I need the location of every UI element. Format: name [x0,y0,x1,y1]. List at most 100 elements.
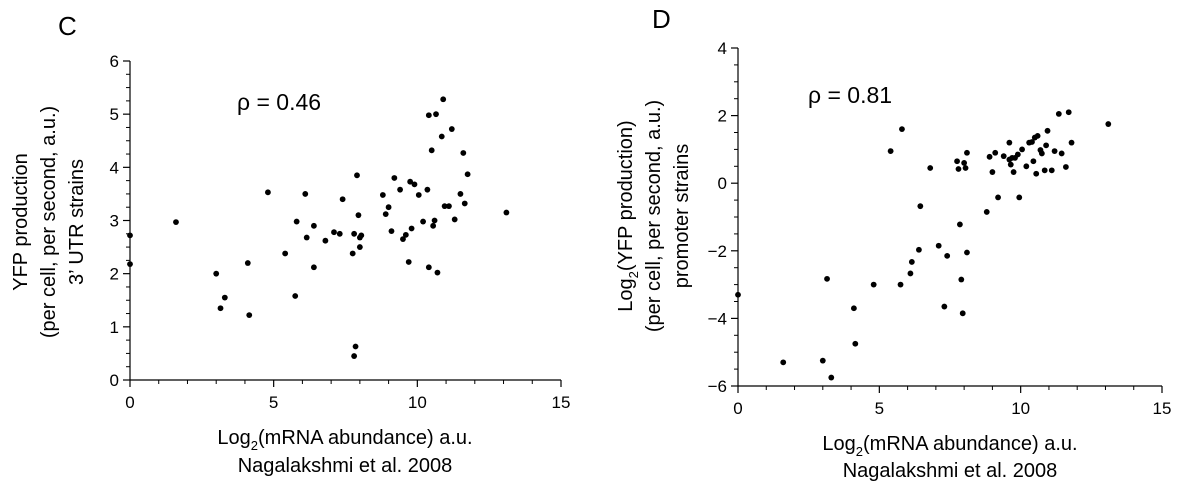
data-point [379,192,386,198]
y-tick-label: 6 [110,52,119,71]
data-point [339,196,346,203]
data-point [331,229,337,236]
x-axis-title-line-2: Nagalakshmi et al. 2008 [238,455,453,477]
data-point [400,236,406,243]
data-point [986,153,993,160]
x-axis-title-subscript: 2 [251,438,258,453]
data-point [428,147,435,154]
data-point [310,222,317,229]
data-point [464,171,471,178]
data-point [385,204,392,211]
data-point [425,112,432,119]
data-point [964,149,970,156]
data-point [954,158,960,165]
data-point [415,192,422,198]
data-point [1043,142,1050,149]
data-point [956,221,963,228]
data-point [433,111,439,118]
x-axis-title-suffix: (mRNA abundance) a.u. [863,433,1078,455]
panel-label: D [652,4,671,34]
data-point [351,230,358,237]
data-point [1065,109,1072,116]
data-point [127,261,133,267]
data-point [1058,150,1065,157]
data-point [852,340,859,347]
data-point [850,305,857,312]
data-point [407,178,414,185]
data-point [958,276,965,283]
data-point [1029,139,1035,145]
data-point [1007,161,1014,168]
data-point [870,281,877,288]
data-point [405,259,412,265]
data-point [336,230,343,237]
data-point [446,203,452,210]
y-axis-title-line-1: Log2(YFP production) [615,120,641,311]
axes-c: 0 1 2 3 4 5 6 0 5 10 15 [110,52,571,412]
data-point [1023,163,1030,170]
data-points-d [735,109,1112,381]
data-point [352,343,359,350]
y-axis-title-line-3: promoter strains [671,144,693,289]
data-point [1006,139,1013,146]
data-point [460,150,467,156]
data-point [1034,132,1041,139]
y-axis-title: YFP production (per cell, per second, a.… [10,106,88,338]
data-point [351,353,358,359]
data-point [358,232,365,239]
data-point [431,217,438,224]
correlation-annotation: ρ = 0.46 [237,89,321,115]
data-point [1051,148,1058,154]
data-point [962,165,969,171]
data-point [310,264,317,271]
data-point [1038,150,1045,157]
data-point [217,305,224,312]
data-point [964,249,970,256]
data-point [457,191,464,197]
data-point [434,269,441,276]
data-point [408,225,415,232]
data-point [402,231,409,238]
data-point [282,250,289,257]
x-axis-title-suffix: (mRNA abundance) a.u. [258,427,473,449]
x-axis-title-prefix: Log [217,427,250,449]
y-tick-label: −2 [708,242,727,261]
data-point [989,169,996,175]
data-point [302,191,309,197]
data-point [908,259,915,265]
data-point [293,218,300,225]
data-point [780,359,787,366]
y-tick-label: 5 [110,105,119,124]
data-point [411,181,418,188]
x-axis-title: Log2(mRNA abundance) a.u. [217,427,472,453]
data-point [819,357,826,364]
data-point [1062,164,1069,170]
data-point [173,219,179,225]
data-point [828,374,835,381]
y-axis-title-line-1-prefix: Log [615,278,637,311]
data-point [430,222,437,229]
data-point [944,252,951,259]
data-point [887,148,894,154]
data-point [824,275,830,282]
data-point [127,232,133,239]
y-tick-label: 2 [718,107,727,126]
data-point [1010,169,1017,175]
data-point [438,133,445,140]
x-tick-label: 10 [408,393,427,412]
data-point [221,294,228,301]
x-tick-label: 5 [269,393,278,412]
data-point [1048,167,1055,174]
x-axis-title-line-2: Nagalakshmi et al. 2008 [843,460,1058,482]
data-point [349,250,356,257]
y-axis-title-line-2: (per cell, per second, a.u.) [38,106,60,338]
data-point [424,186,431,193]
y-tick-label: 0 [110,371,119,390]
data-point [899,126,905,133]
data-point [451,216,458,223]
data-point [441,203,448,210]
data-point [917,203,924,210]
data-point [941,303,948,310]
x-axis-title-prefix: Log [822,433,855,455]
